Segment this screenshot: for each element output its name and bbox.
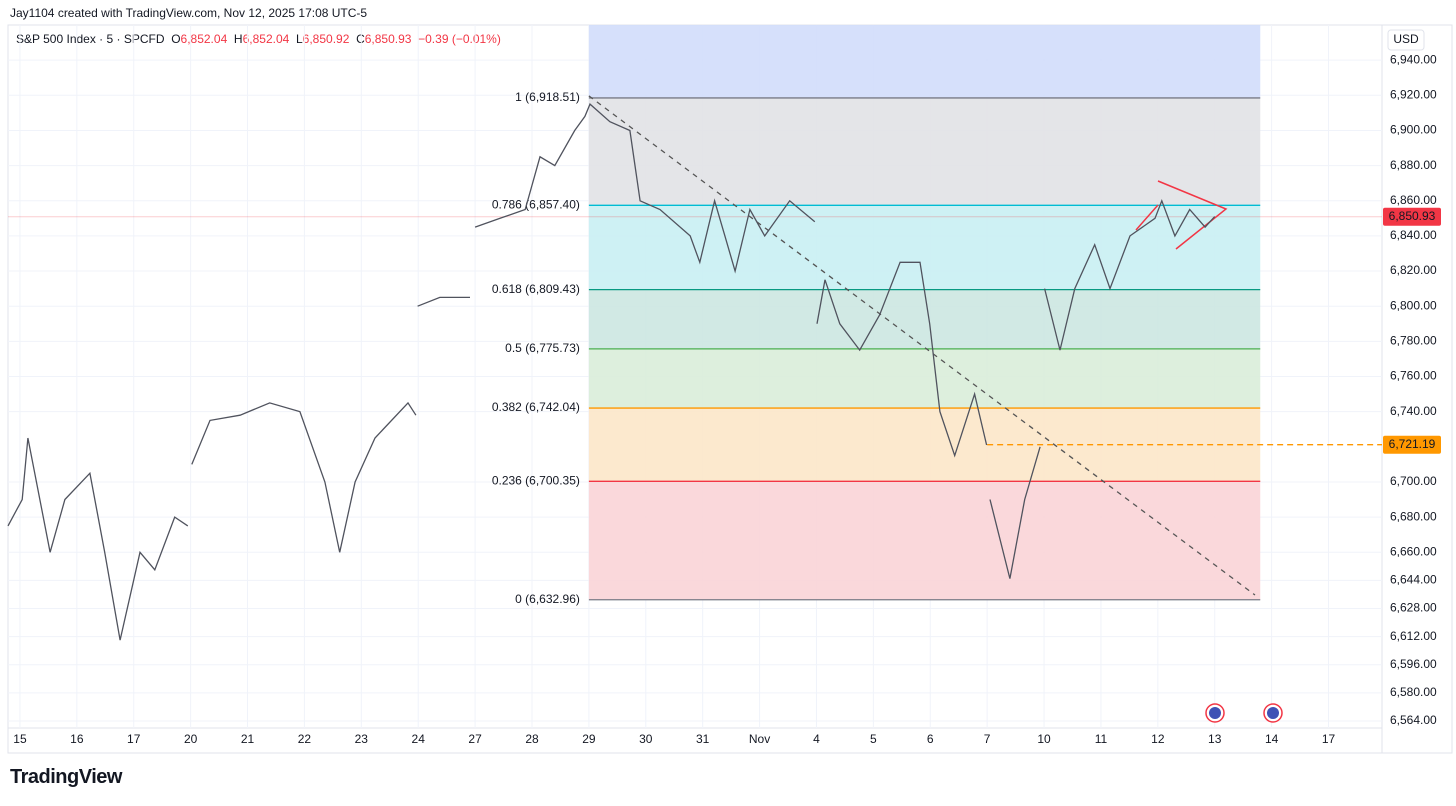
fib-label: 0.618 (6,809.43) (492, 282, 580, 296)
x-tick-label: 17 (127, 732, 141, 746)
price-line-series (7, 103, 1216, 641)
price-label: 6,721.19 (1389, 437, 1436, 451)
x-tick-label: 21 (241, 732, 255, 746)
x-tick-label: 5 (870, 732, 877, 746)
price-label: 6,850.93 (1389, 209, 1436, 223)
x-tick-label: 28 (525, 732, 539, 746)
fib-label: 0.236 (6,700.35) (492, 474, 580, 488)
event-flag-inner (1267, 707, 1279, 719)
fib-label: 0.786 (6,857.40) (492, 197, 580, 211)
y-tick-label: 6,840.00 (1390, 228, 1437, 242)
open-label: O (171, 32, 181, 46)
fib-label: 0 (6,632.96) (515, 592, 580, 606)
x-tick-label: 20 (184, 732, 198, 746)
y-tick-label: 6,580.00 (1390, 685, 1437, 699)
x-tick-label: 17 (1322, 732, 1336, 746)
plot: 6,940.00 6,920.00 6,900.00 6,880.00 6,860.00… (7, 25, 1441, 746)
y-tick-label: 6,644.00 (1390, 573, 1437, 587)
y-tick-label: 6,800.00 (1390, 298, 1437, 312)
x-tick-label: 31 (696, 732, 710, 746)
y-tick-label: 6,740.00 (1390, 404, 1437, 418)
time-axis (7, 727, 1383, 754)
change: −0.39 (−0.01%) (418, 32, 501, 46)
fib-band (588, 348, 1261, 409)
x-tick-label: 15 (13, 732, 27, 746)
x-tick-label: 24 (412, 732, 426, 746)
open: 6,852.04 (180, 32, 228, 46)
currency-box[interactable] (1387, 29, 1425, 51)
y-tick-label: 6,660.00 (1390, 544, 1437, 558)
x-tick-label: 12 (1151, 732, 1165, 746)
y-tick-label: 6,880.00 (1390, 158, 1437, 172)
high: 6,852.04 (242, 32, 290, 46)
x-tick-label: 10 (1037, 732, 1051, 746)
x-tick-label: 30 (639, 732, 653, 746)
event-flag-inner (1209, 707, 1221, 719)
x-tick-label: Nov (749, 732, 770, 746)
y-tick-label: 6,760.00 (1390, 369, 1437, 383)
price-label-box (1383, 435, 1441, 454)
x-tick-label: 13 (1208, 732, 1222, 746)
credit: Jay1104 created with TradingView.com, No… (10, 6, 368, 20)
triangle-pattern (1157, 180, 1228, 250)
x-tick-label: 7 (984, 732, 991, 746)
y-tick-label: 6,612.00 (1390, 629, 1437, 643)
fib-band (588, 205, 1261, 290)
x-tick-label: 27 (468, 732, 482, 746)
price-label-box (1383, 207, 1441, 226)
x-tick-label: 23 (355, 732, 369, 746)
y-tick-label: 6,940.00 (1390, 52, 1437, 66)
close-label: C (356, 32, 365, 46)
logo[interactable]: TradingView (10, 766, 122, 788)
y-tick-label: 6,680.00 (1390, 509, 1437, 523)
price-axis (1381, 24, 1453, 754)
fib-label: 0.382 (6,742.04) (492, 400, 580, 414)
symbol: S&P 500 Index · 5 · SPCFD (16, 32, 165, 46)
y-tick-label: 6,920.00 (1390, 87, 1437, 101)
y-tick-label: 6,596.00 (1390, 657, 1437, 671)
fib-band (588, 289, 1261, 349)
low-label: L (295, 32, 303, 46)
x-tick-label: 6 (927, 732, 934, 746)
symbol-legend: S&P 500 Index · 5 · SPCFD O6,852.04 H6,8… (16, 32, 501, 46)
x-tick-label: 4 (813, 732, 820, 746)
x-tick-label: 16 (70, 732, 84, 746)
y-tick-label: 6,780.00 (1390, 334, 1437, 348)
high-label: H (233, 32, 243, 46)
flag-pole (1135, 204, 1159, 231)
y-tick-label: 6,628.00 (1390, 601, 1437, 615)
y-tick-label: 6,564.00 (1390, 713, 1437, 727)
trend-line (588, 95, 1256, 596)
x-tick-label: 29 (582, 732, 596, 746)
fib-label: 0.5 (6,775.73) (505, 341, 580, 355)
y-tick-label: 6,700.00 (1390, 474, 1437, 488)
x-tick-label: 22 (298, 732, 312, 746)
y-tick-label: 6,900.00 (1390, 123, 1437, 137)
x-tick-label: 14 (1265, 732, 1279, 746)
y-tick-label: 6,860.00 (1390, 193, 1437, 207)
fib-band (588, 481, 1261, 600)
low: 6,850.92 (302, 32, 350, 46)
currency: USD (1393, 32, 1419, 46)
x-tick-label: 11 (1095, 732, 1108, 746)
y-tick-label: 6,820.00 (1390, 263, 1437, 277)
close: 6,850.93 (364, 32, 412, 46)
fib-band (588, 97, 1261, 206)
fib-label: 1 (6,918.51) (515, 90, 580, 104)
fib-band (588, 25, 1261, 98)
